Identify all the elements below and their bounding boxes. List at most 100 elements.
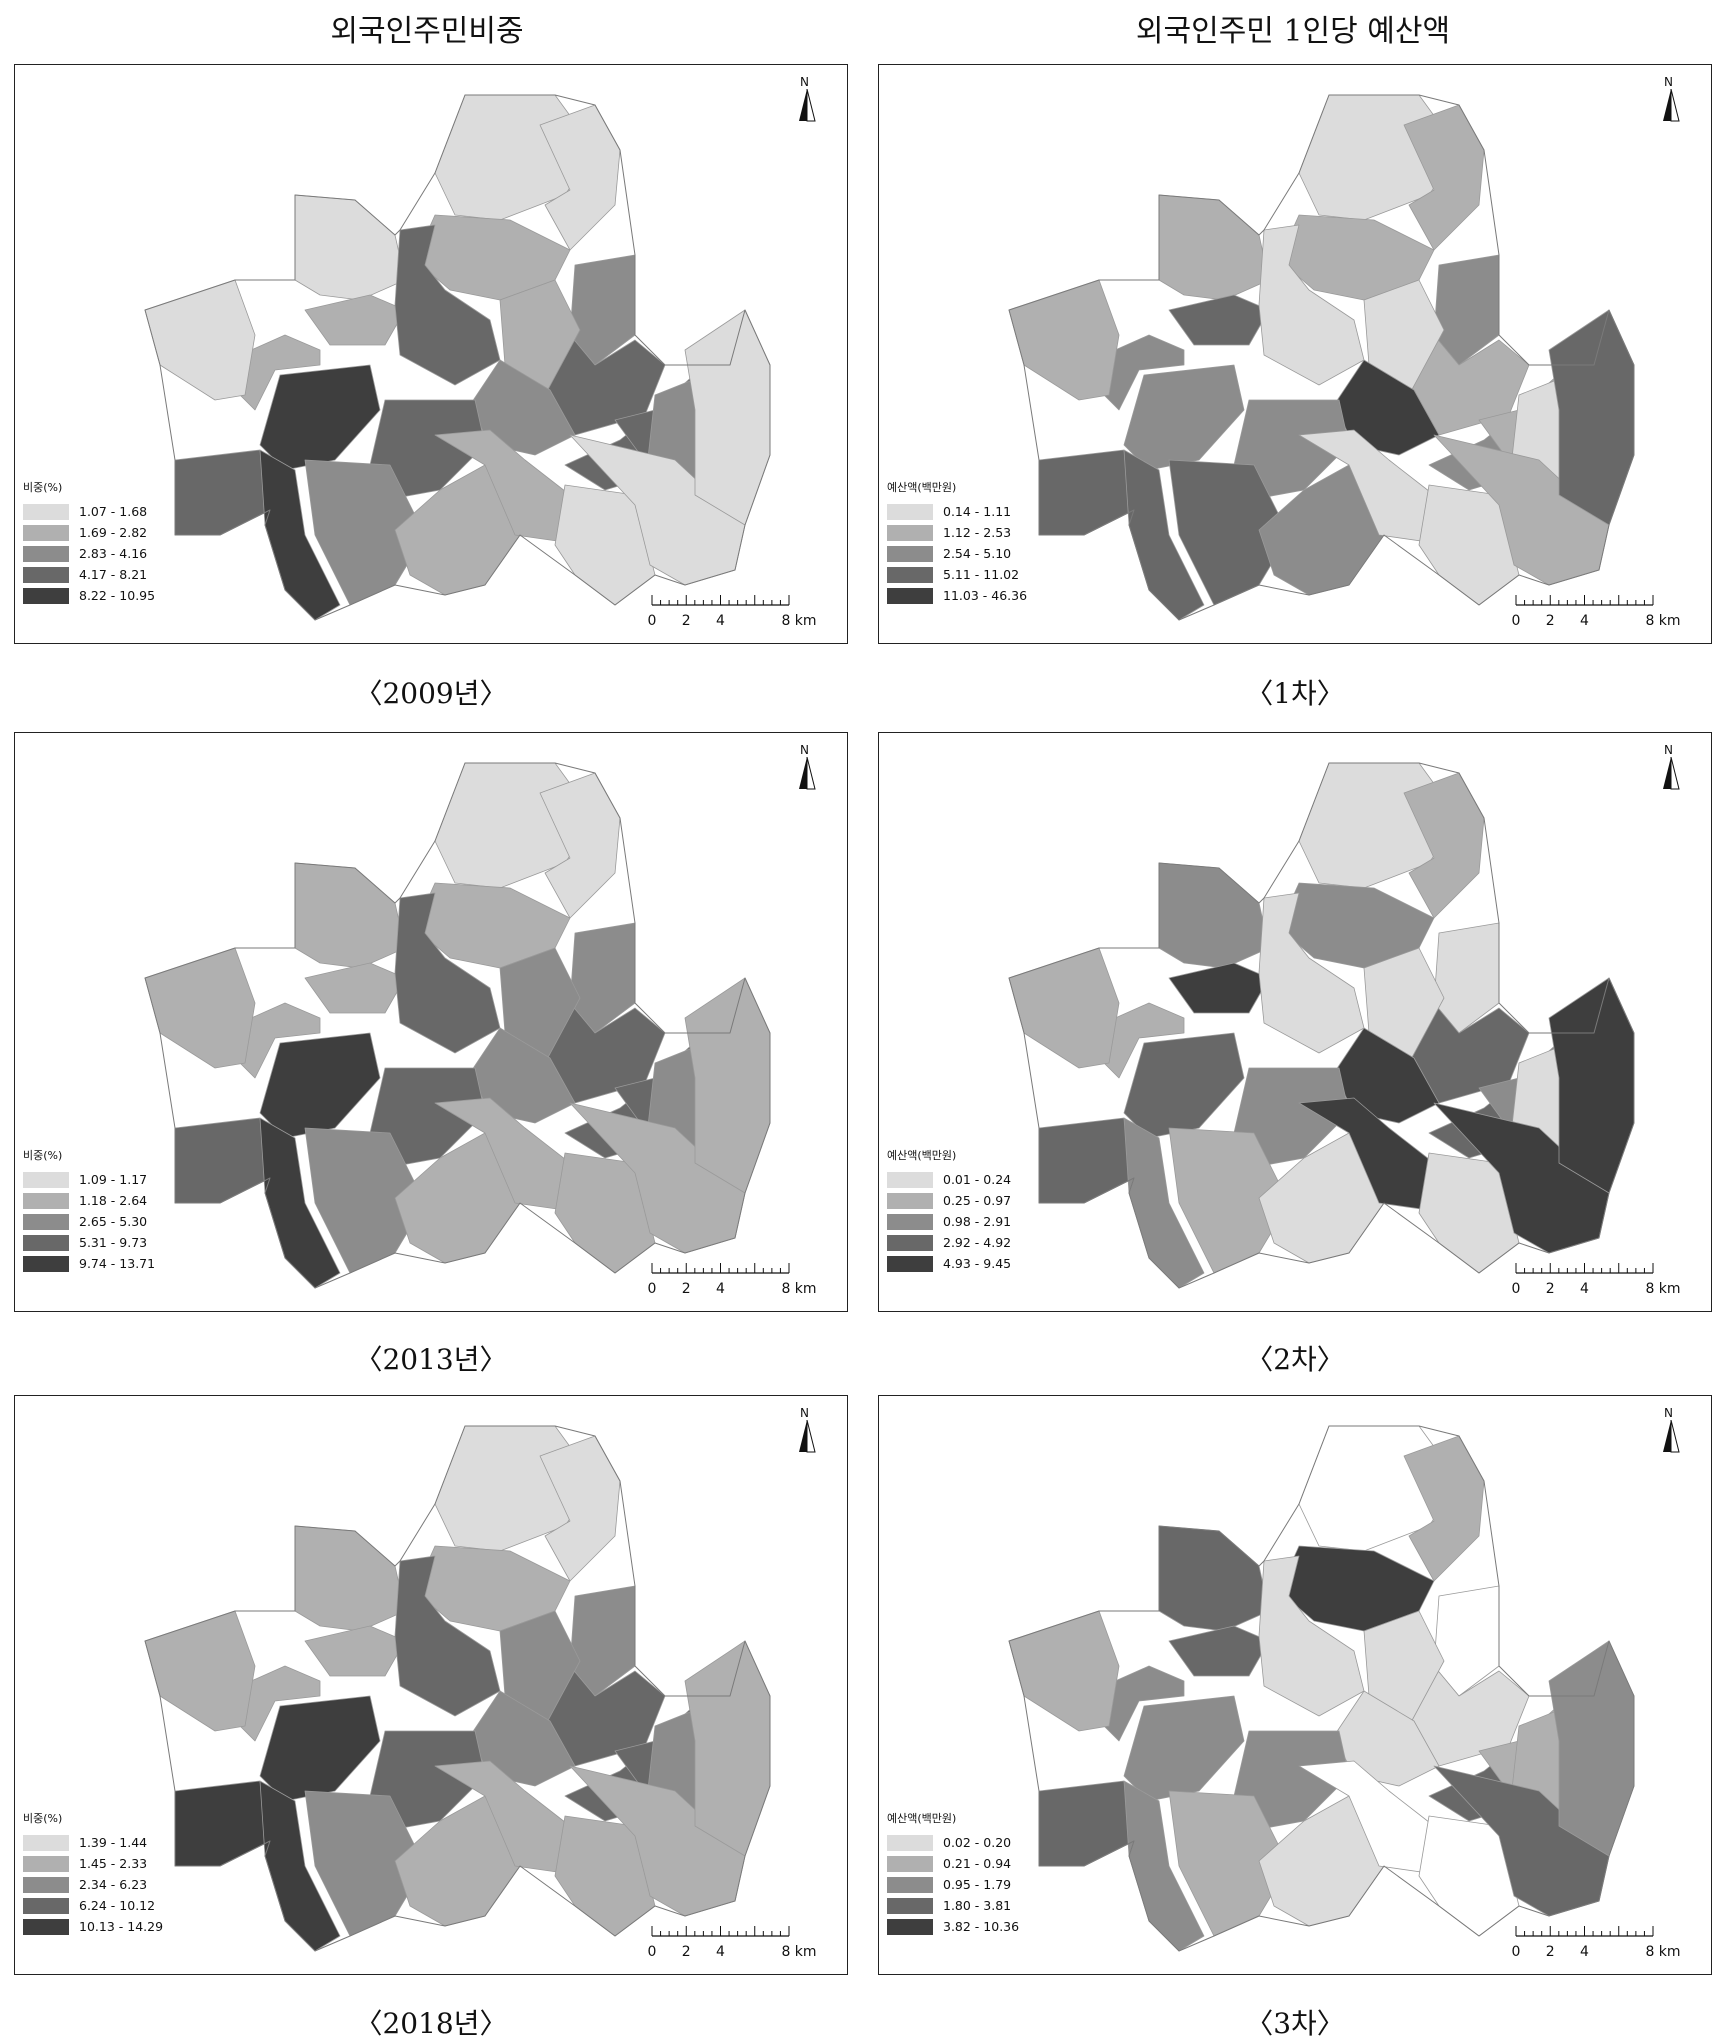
- scale-label: 4: [1580, 1281, 1589, 1297]
- district-25: [1548, 977, 1635, 1194]
- legend-label: 0.95 - 1.79: [943, 1877, 1012, 1892]
- scale-bar: 0 2 4 8 km: [1511, 593, 1681, 637]
- scale-label: 4: [1580, 613, 1589, 629]
- legend-swatch: [887, 1897, 933, 1914]
- map-panel-p2013: N 비중(%) 1.09 - 1.17 1.18 - 2.64 2.65 - 5.30 5…: [14, 732, 848, 1312]
- legend-label: 5.31 - 9.73: [79, 1235, 148, 1250]
- district-6: [1258, 1555, 1365, 1717]
- city-outline: [1008, 94, 1635, 621]
- district-18: [174, 1780, 271, 1867]
- legend-label: 0.21 - 0.94: [943, 1856, 1012, 1871]
- legend-label: 5.11 - 11.02: [943, 567, 1020, 582]
- scale-label: 8 km: [1645, 1281, 1681, 1297]
- legend-item: 2.83 - 4.16: [23, 543, 155, 564]
- legend-label: 11.03 - 46.36: [943, 588, 1028, 603]
- scale-label: 0: [647, 1944, 657, 1960]
- scale-bar: 0 2 4 8 km: [647, 1924, 817, 1968]
- choropleth-map: [144, 762, 771, 1289]
- district-9: [499, 947, 581, 1064]
- legend: 예산액(백만원) 0.01 - 0.24 0.25 - 0.97 0.98 - 2.9…: [887, 1147, 1011, 1274]
- legend-swatch: [23, 1834, 69, 1851]
- district-14: [259, 1032, 381, 1139]
- legend-item: 0.25 - 0.97: [887, 1190, 1011, 1211]
- legend-swatch: [23, 524, 69, 541]
- legend-swatch: [23, 1255, 69, 1272]
- choropleth-map: [1008, 94, 1635, 621]
- legend-swatch: [23, 1897, 69, 1914]
- legend-swatch: [887, 1213, 933, 1230]
- legend-item: 0.98 - 2.91: [887, 1211, 1011, 1232]
- legend-label: 1.12 - 2.53: [943, 525, 1012, 540]
- district-3: [1158, 862, 1270, 969]
- legend: 예산액(백만원) 0.14 - 1.11 1.12 - 2.53 2.54 - 5.1…: [887, 479, 1027, 606]
- legend-label: 8.22 - 10.95: [79, 588, 156, 603]
- scale-label: 2: [681, 1944, 691, 1960]
- panel-caption: 〈3차〉: [1245, 2007, 1345, 2040]
- legend-swatch: [23, 1876, 69, 1893]
- legend-swatch: [887, 1855, 933, 1872]
- legend-swatch: [23, 1234, 69, 1251]
- north-label: N: [1664, 743, 1673, 757]
- legend-swatch: [887, 566, 933, 583]
- legend-item: 1.12 - 2.53: [887, 522, 1027, 543]
- district-4: [304, 962, 406, 1014]
- city-outline: [144, 94, 771, 621]
- legend-label: 0.14 - 1.11: [943, 504, 1012, 519]
- scale-label: 8 km: [781, 613, 817, 629]
- district-3: [1158, 1525, 1270, 1632]
- legend-swatch: [23, 1918, 69, 1935]
- scale-bar: 0 2 4 8 km: [1511, 1261, 1681, 1305]
- legend-item: 0.01 - 0.24: [887, 1169, 1011, 1190]
- panel-caption: 〈2013년〉: [354, 1343, 508, 1376]
- district-25: [1548, 1640, 1635, 1857]
- map-panel-p3cha: N 예산액(백만원) 0.02 - 0.20 0.21 - 0.94 0.95 - 1.…: [878, 1395, 1712, 1975]
- scale-label: 4: [716, 1281, 725, 1297]
- scale-label: 0: [647, 613, 657, 629]
- district-17: [1008, 1610, 1120, 1732]
- district-4: [1168, 1625, 1270, 1677]
- legend-label: 2.83 - 4.16: [79, 546, 148, 561]
- district-16: [239, 1002, 321, 1079]
- legend-item: 0.02 - 0.20: [887, 1832, 1019, 1853]
- legend-label: 2.54 - 5.10: [943, 546, 1012, 561]
- scale-label: 4: [1580, 1944, 1589, 1960]
- legend-item: 1.18 - 2.64: [23, 1190, 155, 1211]
- district-4: [1168, 962, 1270, 1014]
- scale-label: 0: [1511, 1281, 1521, 1297]
- panel-caption: 〈1차〉: [1245, 677, 1345, 710]
- legend-title: 예산액(백만원): [887, 1149, 957, 1162]
- legend: 비중(%) 1.39 - 1.44 1.45 - 2.33 2.34 - 6.23 6.…: [23, 1810, 163, 1937]
- district-9: [499, 1610, 581, 1727]
- district-17: [144, 1610, 256, 1732]
- legend-item: 6.24 - 10.12: [23, 1895, 163, 1916]
- legend-label: 6.24 - 10.12: [79, 1898, 156, 1913]
- legend-title: 예산액(백만원): [887, 481, 957, 494]
- scale-bar: 0 2 4 8 km: [647, 1261, 817, 1305]
- district-18: [1038, 449, 1135, 536]
- legend-swatch: [887, 1192, 933, 1209]
- legend-swatch: [887, 545, 933, 562]
- city-outline: [144, 762, 771, 1289]
- choropleth-map: [1008, 1425, 1635, 1952]
- legend-swatch: [887, 1171, 933, 1188]
- scale-label: 2: [681, 613, 691, 629]
- map-panel-p2018: N 비중(%) 1.39 - 1.44 1.45 - 2.33 2.34 - 6.23 6…: [14, 1395, 848, 1975]
- district-17: [144, 279, 256, 401]
- legend-label: 1.09 - 1.17: [79, 1172, 148, 1187]
- legend-item: 1.07 - 1.68: [23, 501, 155, 522]
- district-18: [174, 1117, 271, 1204]
- district-9: [1363, 279, 1445, 396]
- legend: 예산액(백만원) 0.02 - 0.20 0.21 - 0.94 0.95 - 1.7…: [887, 1810, 1019, 1937]
- scale-label: 0: [1511, 1944, 1521, 1960]
- legend-item: 0.95 - 1.79: [887, 1874, 1019, 1895]
- district-17: [1008, 279, 1120, 401]
- district-16: [1103, 1665, 1185, 1742]
- district-9: [1363, 947, 1445, 1064]
- district-3: [294, 862, 406, 969]
- legend-item: 2.65 - 5.30: [23, 1211, 155, 1232]
- legend-item: 10.13 - 14.29: [23, 1916, 163, 1937]
- district-4: [304, 1625, 406, 1677]
- scale-label: 2: [681, 1281, 691, 1297]
- scale-label: 8 km: [1645, 613, 1681, 629]
- legend-swatch: [887, 503, 933, 520]
